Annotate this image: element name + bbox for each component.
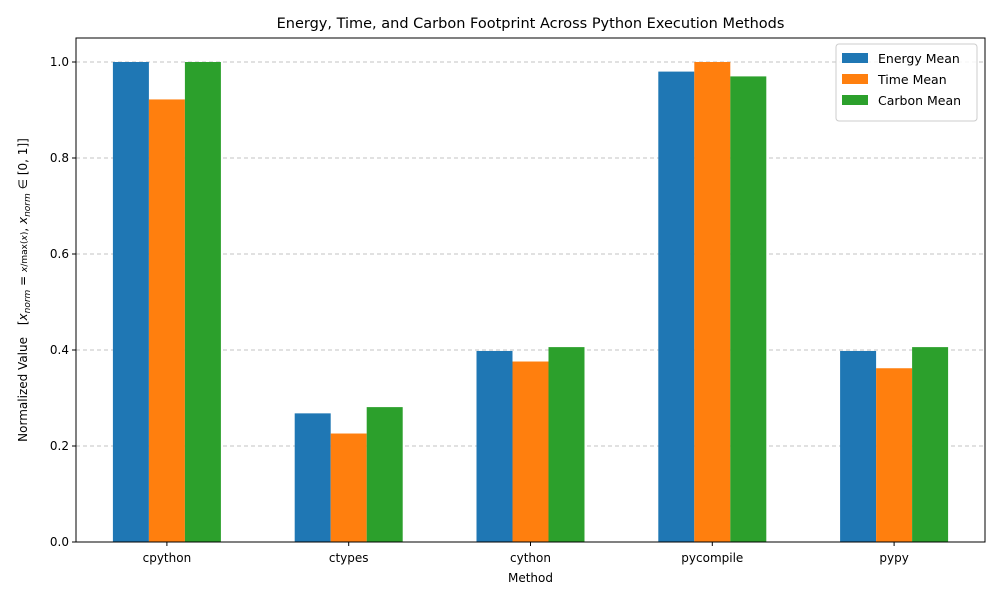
legend-swatch (842, 95, 868, 105)
y-axis-title: Normalized Value [xnorm = x/max(x), xnor… (16, 138, 33, 442)
legend-label: Carbon Mean (878, 93, 961, 108)
bar (658, 71, 695, 542)
legend-label: Energy Mean (878, 51, 960, 66)
bar (730, 76, 767, 543)
bar (476, 350, 513, 542)
legend-swatch (842, 74, 868, 84)
y-gridlines (76, 61, 985, 447)
bar (330, 433, 367, 542)
bar (366, 407, 403, 542)
y-tick-label: 0.2 (50, 439, 69, 453)
bars (112, 62, 949, 543)
legend-label: Time Mean (877, 72, 947, 87)
y-tick-label: 0.6 (50, 247, 69, 261)
bar (148, 99, 185, 542)
y-axis-ticks: 0.0 0.2 0.4 0.6 0.8 1.0 (50, 55, 76, 549)
bar (912, 347, 949, 542)
legend-swatch (842, 53, 868, 63)
x-tick-label: pycompile (681, 551, 743, 565)
bar (512, 361, 549, 542)
y-axis-formula: [xnorm = x/max(x), xnorm ∈ [0, 1]] (16, 138, 33, 325)
bar (694, 62, 731, 542)
y-tick-label: 0.4 (50, 343, 69, 357)
x-axis-ticks: cpython ctypes cython pycompile pypy (143, 542, 909, 565)
bar (184, 62, 221, 542)
x-tick-label: pypy (879, 551, 908, 565)
bar (876, 368, 913, 542)
x-tick-label: cpython (143, 551, 192, 565)
x-tick-label: cython (510, 551, 551, 565)
bar (112, 62, 149, 542)
svg-text:Normalized Value [xnorm: Normalized Value [xnorm = x/max(x), xnor… (16, 138, 33, 442)
y-tick-label: 0.0 (50, 535, 69, 549)
legend: Energy Mean Time Mean Carbon Mean (835, 43, 978, 122)
chart-title: Energy, Time, and Carbon Footprint Acros… (277, 16, 785, 32)
x-axis-title: Method (508, 571, 553, 585)
legend-box (835, 43, 978, 122)
bar (548, 347, 585, 542)
y-tick-label: 1.0 (50, 55, 69, 69)
y-axis-label: Normalized Value (16, 337, 30, 442)
y-tick-label: 0.8 (50, 151, 69, 165)
bar (294, 413, 331, 542)
x-tick-label: ctypes (329, 551, 369, 565)
bar (840, 350, 877, 542)
